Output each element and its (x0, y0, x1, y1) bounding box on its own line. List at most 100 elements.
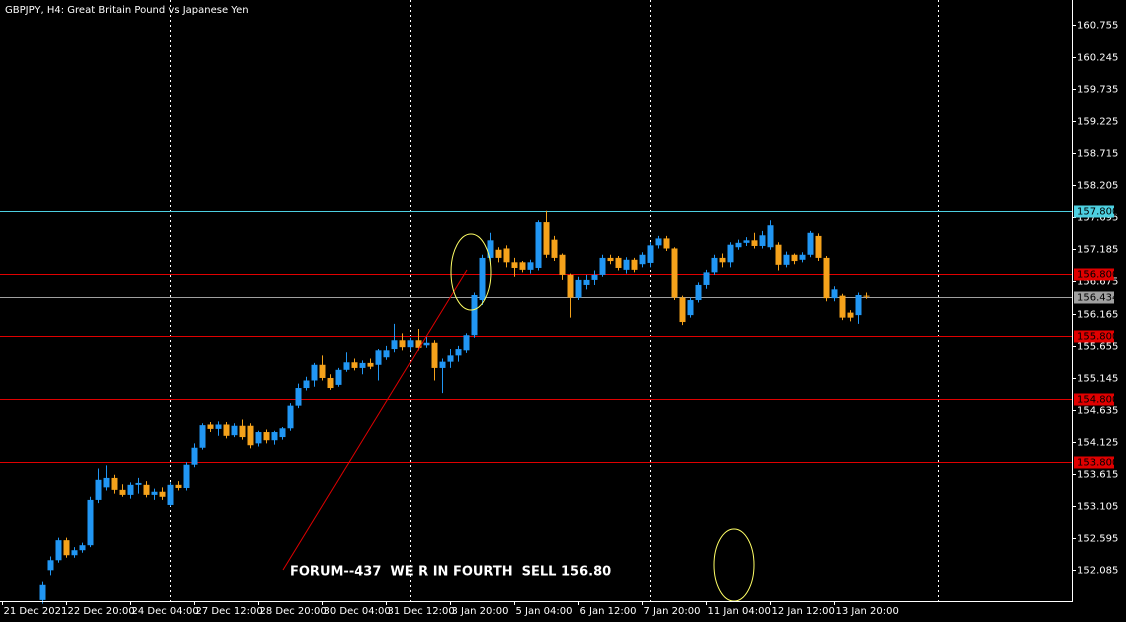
candle-body (455, 349, 462, 356)
candle-body (55, 540, 62, 561)
candle-body (647, 245, 654, 263)
candle-body (495, 249, 502, 258)
candle-body (351, 362, 358, 368)
candle-body (295, 388, 302, 406)
candle-body (719, 257, 726, 263)
candle-body (47, 560, 54, 571)
candle-body (199, 425, 206, 448)
candle-body (127, 484, 134, 495)
x-tick-label: 28 Dec 20:00 (260, 606, 327, 617)
candle-body (631, 259, 638, 270)
price-level-tag (1074, 456, 1114, 469)
candle-body (615, 257, 622, 268)
candle-body (767, 225, 774, 248)
candle-body (591, 274, 598, 280)
y-tick-label: 160.245 (1077, 53, 1118, 64)
y-tick-label: 155.655 (1077, 342, 1118, 353)
candle-body (95, 479, 102, 500)
y-tick-label: 157.185 (1077, 245, 1118, 256)
x-tick-label: 3 Jan 20:00 (452, 606, 509, 617)
y-tick-label: 153.105 (1077, 502, 1118, 513)
x-tick-label: 13 Jan 20:00 (836, 606, 899, 617)
y-tick-label: 156.675 (1077, 277, 1118, 288)
candle-body (791, 254, 798, 262)
candle-body (303, 380, 310, 389)
candle-body (279, 428, 286, 438)
price-level-tag (1074, 393, 1114, 406)
candle-body (479, 257, 486, 301)
y-tick-label: 154.635 (1077, 406, 1118, 417)
y-tick-label: 158.205 (1077, 181, 1118, 192)
candle-body (487, 240, 494, 258)
candle-body (447, 355, 454, 362)
x-tick-label: 7 Jan 20:00 (644, 606, 701, 617)
price-level-tag (1074, 330, 1114, 343)
candle-body (183, 464, 190, 488)
y-tick-label: 159.735 (1077, 85, 1118, 96)
candle-body (463, 335, 470, 351)
horizontal-lines (0, 211, 1072, 463)
candle-body (863, 295, 870, 297)
y-tick-label: 154.125 (1077, 438, 1118, 449)
y-tick-label: 155.145 (1077, 374, 1118, 385)
candle-body (311, 364, 318, 381)
candle-body (695, 284, 702, 301)
candles (39, 210, 870, 604)
candle-body (639, 254, 646, 265)
candle-body (727, 244, 734, 263)
candle-body (399, 340, 406, 348)
highlight-ellipse (450, 233, 492, 311)
candle-body (255, 432, 262, 444)
x-tick-label: 22 Dec 20:00 (68, 606, 135, 617)
candle-body (599, 257, 606, 275)
candle-body (343, 362, 350, 370)
candle-body (543, 222, 550, 255)
price-level-label: 156.434 (1077, 293, 1118, 304)
candle-body (375, 350, 382, 365)
y-tick-label: 160.755 (1077, 21, 1118, 32)
candle-body (807, 232, 814, 255)
x-tick-label: 5 Jan 04:00 (516, 606, 573, 617)
candle-body (359, 362, 366, 368)
candle-body (471, 295, 478, 336)
trend-line (282, 269, 468, 571)
y-tick-label: 153.615 (1077, 470, 1118, 481)
candle-body (583, 279, 590, 285)
candle-body (743, 240, 750, 243)
x-tick-label: 30 Dec 04:00 (324, 606, 391, 617)
price-level-label: 156.800 (1077, 270, 1118, 281)
y-tick-label: 156.165 (1077, 310, 1118, 321)
candle-body (63, 540, 70, 556)
candle-body (119, 489, 126, 495)
price-level-tag (1074, 291, 1114, 304)
y-tick-label: 159.225 (1077, 117, 1118, 128)
candle-body (239, 425, 246, 438)
y-tick-label: 157.695 (1077, 213, 1118, 224)
y-tick-label: 152.085 (1077, 566, 1118, 577)
candle-body (527, 262, 534, 270)
candle-body (575, 279, 582, 298)
candle-body (319, 364, 326, 378)
candle-body (703, 272, 710, 285)
candle-body (551, 239, 558, 258)
candle-body (823, 257, 830, 299)
x-tick-label: 6 Jan 12:00 (580, 606, 637, 617)
price-level-label: 154.800 (1077, 395, 1118, 406)
y-tick-label: 158.715 (1077, 149, 1118, 160)
candle-body (431, 342, 438, 368)
candle-body (367, 362, 374, 367)
candle-body (135, 482, 142, 485)
candle-body (223, 424, 230, 436)
candle-body (215, 424, 222, 429)
candle-body (271, 432, 278, 441)
candle-body (663, 238, 670, 249)
candle-body (655, 238, 662, 246)
candle-body (607, 257, 614, 262)
candle-body (535, 222, 542, 268)
candle-body (855, 295, 862, 316)
candle-body (391, 340, 398, 350)
price-level-label: 153.800 (1077, 458, 1118, 469)
candle-body (511, 262, 518, 268)
candle-body (175, 484, 182, 488)
candle-body (167, 484, 174, 505)
